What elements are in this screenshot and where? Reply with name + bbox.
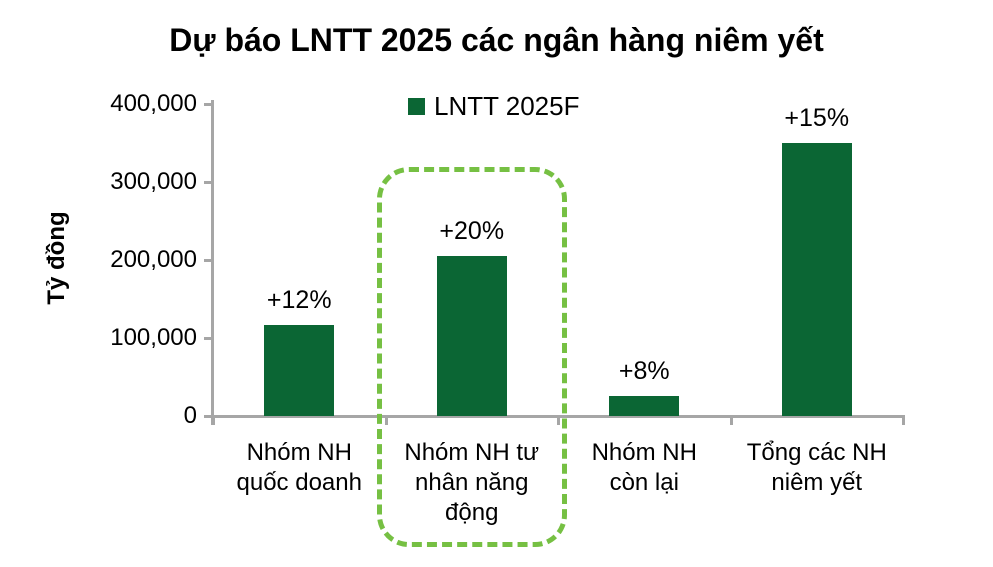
bar	[609, 395, 680, 416]
y-tick	[204, 337, 212, 340]
y-tick-label: 400,000	[110, 90, 197, 117]
y-tick	[204, 181, 212, 184]
x-tick	[902, 416, 905, 425]
x-category-label: Nhóm NH quốc doanh	[209, 438, 390, 498]
bar	[436, 256, 507, 416]
x-category-label-line: động	[445, 499, 499, 526]
x-category-label-line: quốc doanh	[236, 469, 362, 496]
y-tick-label: 0	[183, 402, 197, 429]
highlight-box	[376, 167, 567, 547]
bar-value-label: +8%	[618, 356, 670, 385]
x-tick	[212, 416, 215, 425]
x-category-label: Nhóm NH còn lại	[554, 438, 735, 498]
x-category-label: Nhóm NH tư nhân năng động	[382, 438, 563, 528]
bar-value-label: +15%	[784, 104, 850, 132]
x-category-label-line: Nhóm NH tư	[404, 439, 540, 466]
bar-value-label: +20%	[439, 217, 505, 246]
legend-label: LNTT 2025F	[434, 91, 580, 121]
x-category-label-line: còn lại	[609, 469, 679, 496]
y-tick-label: 200,000	[110, 246, 197, 273]
bar	[781, 143, 852, 416]
y-tick-label: 300,000	[110, 168, 197, 195]
y-axis-line	[211, 100, 214, 425]
x-tick	[729, 416, 733, 425]
chart-title: Dự báo LNTT 2025 các ngân hàng niêm yết	[169, 22, 824, 58]
bar-value-label: +12%	[266, 285, 332, 314]
x-category-label-line: niêm yết	[771, 469, 863, 496]
x-category-label-line: Nhóm NH	[591, 439, 697, 466]
y-tick	[204, 259, 212, 262]
y-tick	[204, 415, 212, 418]
legend-marker-icon	[408, 98, 425, 115]
x-category-label-line: nhân năng	[415, 469, 529, 496]
legend: LNTT 2025F	[408, 91, 579, 122]
x-category-label: Tổng các NH niêm yết	[727, 438, 908, 498]
x-tick	[557, 416, 560, 425]
x-tick	[384, 416, 388, 425]
x-category-label-line: Nhóm NH	[246, 439, 352, 466]
y-tick	[204, 103, 212, 106]
bar	[264, 324, 335, 416]
x-axis-line	[204, 415, 905, 418]
y-tick-label: 100,000	[110, 324, 197, 351]
x-category-label-line: Tổng các NH	[746, 439, 887, 466]
